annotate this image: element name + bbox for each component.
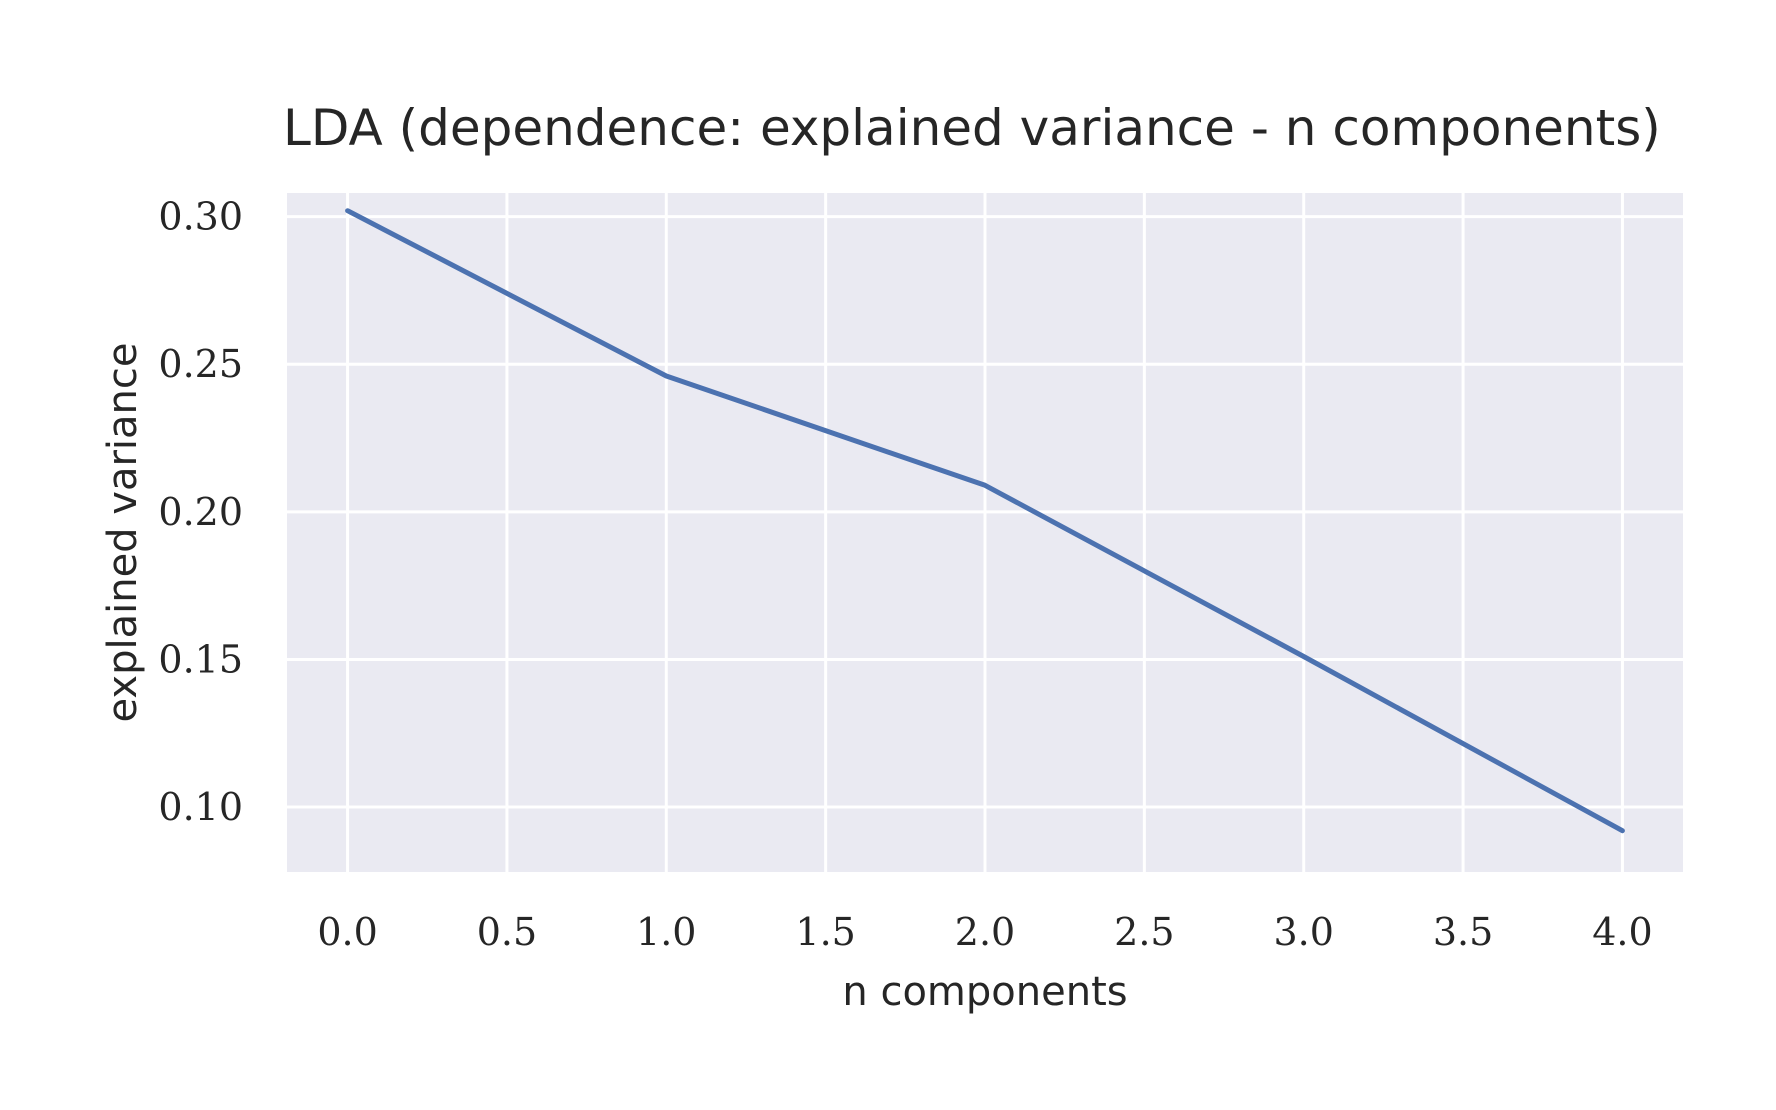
x-axis-label: n components [842, 969, 1127, 1015]
y-tick-labels: 0.10 0.15 0.20 0.25 0.30 [158, 195, 243, 829]
x-tick-label: 4.0 [1592, 910, 1652, 954]
x-tick-label: 3.5 [1433, 910, 1493, 954]
x-tick-label: 2.5 [1114, 910, 1174, 954]
grid-lines [287, 193, 1683, 872]
x-tick-label: 0.5 [477, 910, 537, 954]
x-tick-label: 3.0 [1274, 910, 1334, 954]
x-tick-label: 2.0 [955, 910, 1015, 954]
y-tick-label: 0.25 [158, 342, 243, 386]
series-layer [345, 208, 1625, 834]
x-tick-label: 1.0 [636, 910, 696, 954]
y-tick-label: 0.15 [158, 637, 243, 681]
x-tick-label: 0.0 [317, 910, 377, 954]
y-axis-label: explained variance [100, 343, 146, 723]
x-tick-labels: 0.0 0.5 1.0 1.5 2.0 2.5 3.0 3.5 4.0 [317, 910, 1652, 954]
x-tick-label: 1.5 [795, 910, 855, 954]
y-tick-label: 0.10 [158, 785, 243, 829]
chart-title: LDA (dependence: explained variance - n … [283, 99, 1661, 157]
y-tick-label: 0.30 [158, 195, 243, 239]
y-tick-label: 0.20 [158, 490, 243, 534]
series-line-0 [345, 208, 1625, 834]
